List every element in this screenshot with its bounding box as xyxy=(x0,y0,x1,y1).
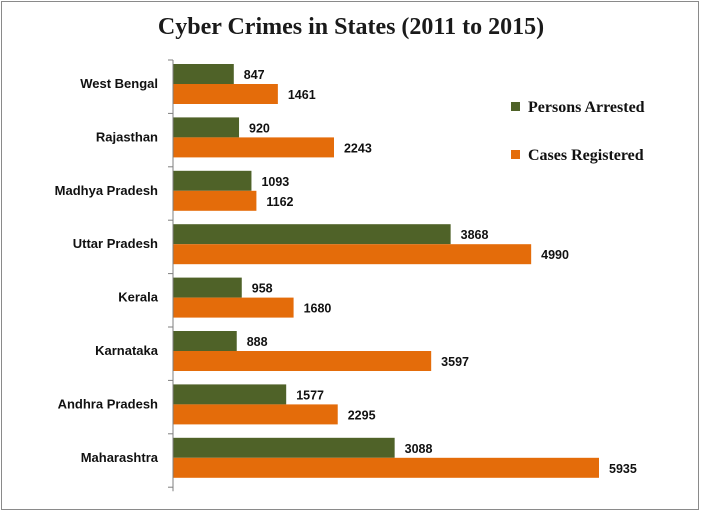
bar-persons-arrested-karnataka xyxy=(173,331,237,351)
bar-persons-arrested-madhya-pradesh xyxy=(173,170,252,191)
bar-persons-arrested-uttar-pradesh xyxy=(173,224,451,245)
data-label-persons-arrested-andhra-pradesh: 1577 xyxy=(296,388,324,402)
data-label-persons-arrested-rajasthan: 920 xyxy=(249,121,270,135)
bar-cases-registered-uttar-pradesh xyxy=(173,244,532,265)
bar-cases-registered-rajasthan xyxy=(173,137,334,158)
category-label-west-bengal: West Bengal xyxy=(80,76,158,91)
legend-label-cases-registered: Cases Registered xyxy=(528,147,644,164)
data-label-persons-arrested-madhya-pradesh: 1093 xyxy=(261,175,289,189)
chart-title: Cyber Crimes in States (2011 to 2015) xyxy=(157,14,545,40)
data-label-cases-registered-kerala: 1680 xyxy=(304,302,332,316)
bar-cases-registered-andhra-pradesh xyxy=(173,404,338,425)
bar-cases-registered-maharashtra xyxy=(173,457,599,478)
data-label-cases-registered-madhya-pradesh: 1162 xyxy=(266,195,293,209)
bar-cases-registered-madhya-pradesh xyxy=(173,190,257,211)
data-label-cases-registered-karnataka: 3597 xyxy=(441,355,469,369)
data-label-persons-arrested-west-bengal: 847 xyxy=(244,68,265,82)
bar-persons-arrested-west-bengal xyxy=(173,64,234,84)
data-label-cases-registered-uttar-pradesh: 4990 xyxy=(541,248,569,262)
category-label-kerala: Kerala xyxy=(118,290,159,305)
category-label-andhra-pradesh: Andhra Pradesh xyxy=(58,396,158,411)
bar-persons-arrested-kerala xyxy=(173,277,242,298)
data-label-persons-arrested-maharashtra: 3088 xyxy=(405,442,433,456)
category-label-maharashtra: Maharashtra xyxy=(81,450,159,465)
data-label-persons-arrested-karnataka: 888 xyxy=(247,335,268,349)
bar-persons-arrested-rajasthan xyxy=(173,117,240,138)
data-label-cases-registered-west-bengal: 1461 xyxy=(288,88,316,102)
data-label-persons-arrested-uttar-pradesh: 3868 xyxy=(461,228,489,242)
bar-cases-registered-west-bengal xyxy=(173,84,278,104)
data-label-persons-arrested-kerala: 958 xyxy=(252,282,273,296)
data-label-cases-registered-rajasthan: 2243 xyxy=(344,141,372,155)
legend-label-persons-arrested: Persons Arrested xyxy=(528,99,645,116)
legend-swatch-persons-arrested xyxy=(511,102,520,111)
bar-persons-arrested-andhra-pradesh xyxy=(173,384,287,405)
bar-persons-arrested-maharashtra xyxy=(173,437,395,458)
data-label-cases-registered-andhra-pradesh: 2295 xyxy=(348,408,376,422)
category-label-rajasthan: Rajasthan xyxy=(96,129,158,144)
category-label-uttar-pradesh: Uttar Pradesh xyxy=(73,236,158,251)
bar-cases-registered-karnataka xyxy=(173,351,432,371)
category-label-madhya-pradesh: Madhya Pradesh xyxy=(55,183,158,198)
category-label-karnataka: Karnataka xyxy=(95,343,159,358)
bar-cases-registered-kerala xyxy=(173,297,294,318)
data-label-cases-registered-maharashtra: 5935 xyxy=(609,462,637,476)
legend-swatch-cases-registered xyxy=(511,150,520,159)
